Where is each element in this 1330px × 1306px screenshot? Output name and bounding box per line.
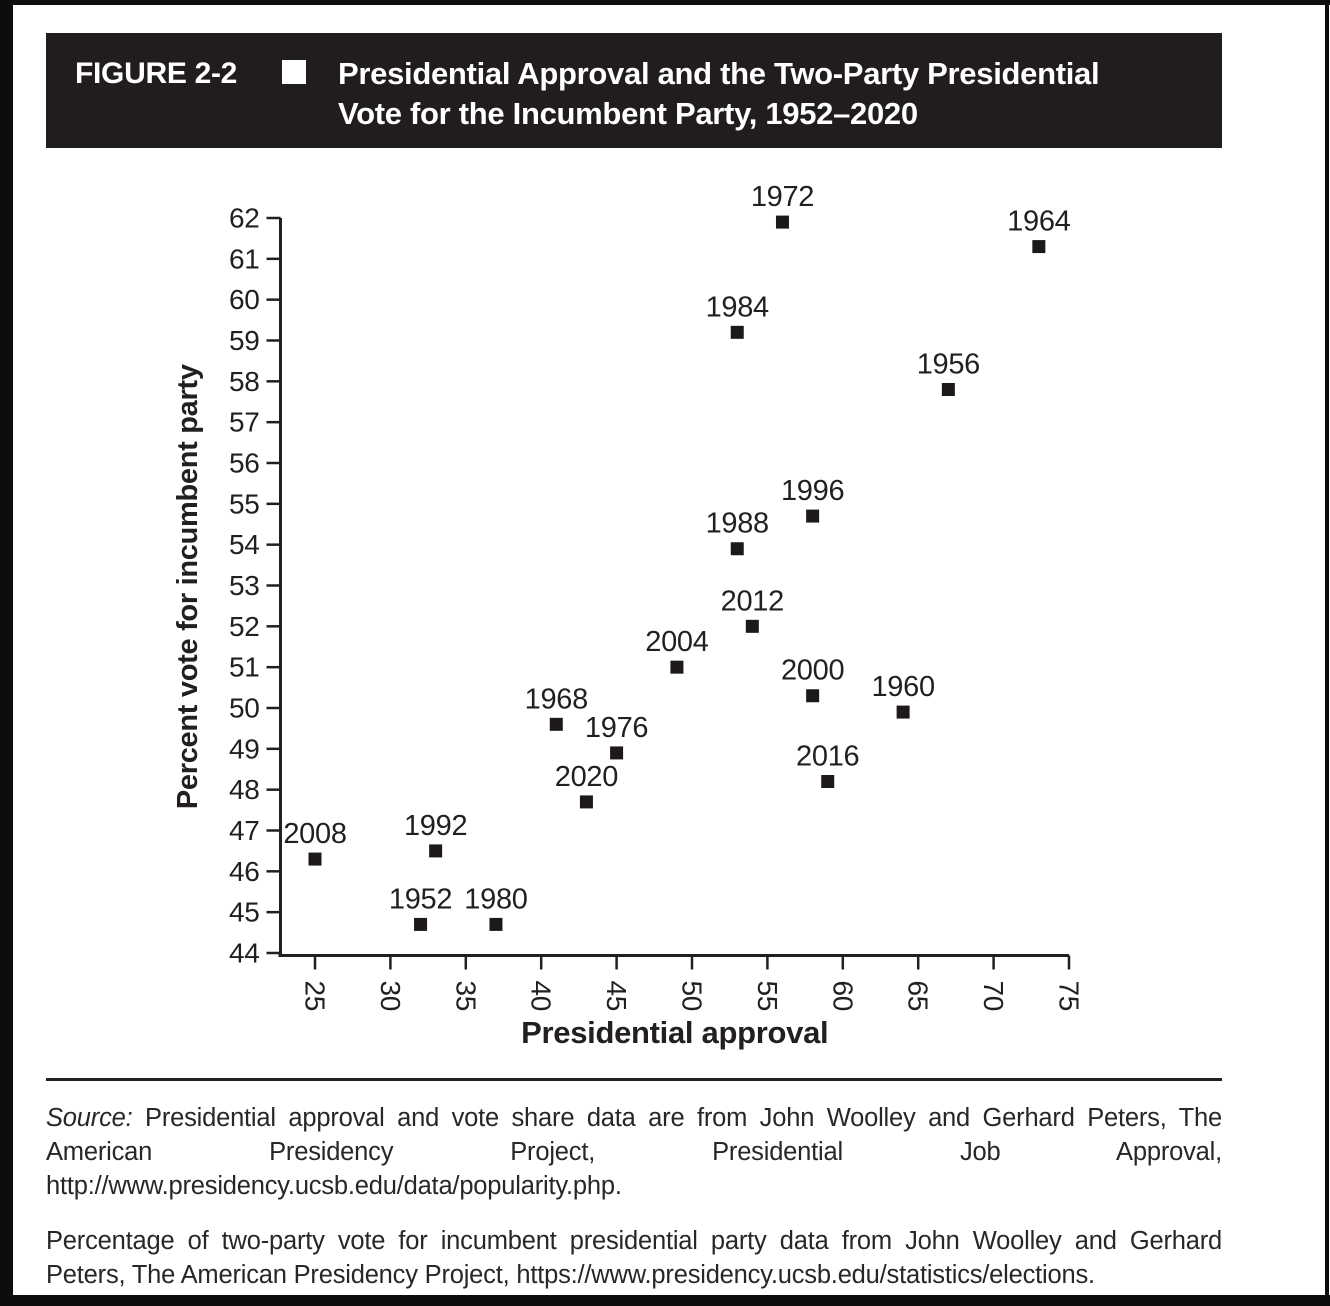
data-point-label-1976: 1976 — [585, 712, 648, 744]
data-point-label-1960: 1960 — [871, 671, 934, 703]
data-point-1960 — [896, 705, 910, 719]
data-point-1956 — [941, 382, 955, 396]
y-tick-label: 61 — [229, 243, 260, 274]
y-tick-label: 53 — [229, 570, 260, 601]
y-tick-label: 50 — [229, 692, 260, 723]
figure-title-line1: Presidential Approval and the Two-Party … — [338, 56, 1100, 91]
data-point-label-1952: 1952 — [389, 883, 452, 915]
figure-marker-square-icon — [282, 60, 306, 84]
source-text-1: Presidential approval and vote share dat… — [46, 1104, 1222, 1200]
y-tick-label: 58 — [229, 366, 260, 397]
y-tick-label: 46 — [229, 856, 260, 887]
data-point-label-1972: 1972 — [751, 181, 814, 213]
data-point-1988 — [730, 542, 744, 556]
x-tick-label: 30 — [375, 981, 406, 1012]
data-point-label-2000: 2000 — [781, 655, 844, 687]
data-point-label-2008: 2008 — [283, 818, 346, 850]
data-point-2000 — [806, 689, 820, 703]
data-point-label-2020: 2020 — [555, 761, 618, 793]
x-tick-label: 25 — [300, 981, 331, 1012]
y-tick-label: 45 — [229, 897, 260, 928]
data-point-label-2016: 2016 — [796, 740, 859, 772]
source-divider — [46, 1078, 1222, 1081]
data-point-1968 — [549, 717, 563, 731]
y-tick-label: 52 — [229, 611, 260, 642]
y-axis-title: Percent vote for incumbent party — [172, 364, 204, 809]
figure-title-line2: Vote for the Incumbent Party, 1952–2020 — [338, 96, 918, 131]
data-point-1964 — [1032, 240, 1046, 254]
page-border-top — [0, 0, 1330, 5]
data-point-1984 — [730, 325, 744, 339]
data-point-label-1996: 1996 — [781, 475, 844, 507]
data-point-2008 — [308, 852, 322, 866]
figure-number-label: FIGURE 2-2 — [75, 57, 238, 90]
y-tick-label: 59 — [229, 325, 260, 356]
y-tick-label: 44 — [229, 937, 260, 968]
x-tick-label: 55 — [752, 981, 783, 1012]
y-tick-label: 48 — [229, 774, 260, 805]
data-point-label-2012: 2012 — [721, 585, 784, 617]
data-point-2016 — [821, 774, 835, 788]
page-border-bottom — [0, 1295, 1330, 1306]
y-tick-label: 60 — [229, 284, 260, 315]
data-point-2020 — [579, 795, 593, 809]
y-tick-label: 51 — [229, 652, 260, 683]
data-point-1996 — [806, 509, 820, 523]
data-point-label-1980: 1980 — [464, 883, 527, 915]
data-point-2012 — [745, 619, 759, 633]
data-point-1972 — [775, 215, 789, 229]
source-note-1: Source: Presidential approval and vote s… — [46, 1101, 1222, 1203]
source-label: Source: — [46, 1104, 133, 1132]
x-axis-title: Presidential approval — [521, 1015, 828, 1050]
y-tick-label: 49 — [229, 733, 260, 764]
x-tick-label: 40 — [526, 981, 557, 1012]
y-tick-label: 57 — [229, 407, 260, 438]
y-tick-label: 54 — [229, 529, 260, 560]
y-tick-label: 47 — [229, 815, 260, 846]
x-tick-label: 70 — [978, 981, 1009, 1012]
data-point-1980 — [489, 917, 503, 931]
page-border-right — [1325, 0, 1329, 1306]
data-point-1992 — [429, 844, 443, 858]
y-tick-label: 55 — [229, 488, 260, 519]
data-point-label-1964: 1964 — [1007, 206, 1070, 238]
y-tick-label: 62 — [229, 203, 260, 234]
x-tick-label: 35 — [450, 981, 481, 1012]
x-tick-label: 75 — [1054, 981, 1085, 1012]
data-point-label-1968: 1968 — [525, 683, 588, 715]
data-point-1976 — [610, 746, 624, 760]
x-tick-label: 50 — [677, 981, 708, 1012]
data-point-1952 — [414, 917, 428, 931]
x-tick-label: 60 — [827, 981, 858, 1012]
data-point-label-2004: 2004 — [645, 626, 708, 658]
page-border-left — [0, 0, 13, 1306]
x-tick-label: 45 — [601, 981, 632, 1012]
source-note-2: Percentage of two-party vote for incumbe… — [46, 1224, 1222, 1292]
data-point-label-1992: 1992 — [404, 810, 467, 842]
figure-title: Presidential Approval and the Two-Party … — [338, 54, 1100, 134]
data-point-label-1984: 1984 — [706, 291, 769, 323]
figure-header: FIGURE 2-2 Presidential Approval and the… — [46, 33, 1222, 148]
data-point-label-1956: 1956 — [917, 348, 980, 380]
y-tick-label: 56 — [229, 447, 260, 478]
source-text-2: Percentage of two-party vote for incumbe… — [46, 1227, 1222, 1289]
data-point-2004 — [670, 660, 684, 674]
x-tick-label: 65 — [903, 981, 934, 1012]
data-point-label-1988: 1988 — [706, 508, 769, 540]
